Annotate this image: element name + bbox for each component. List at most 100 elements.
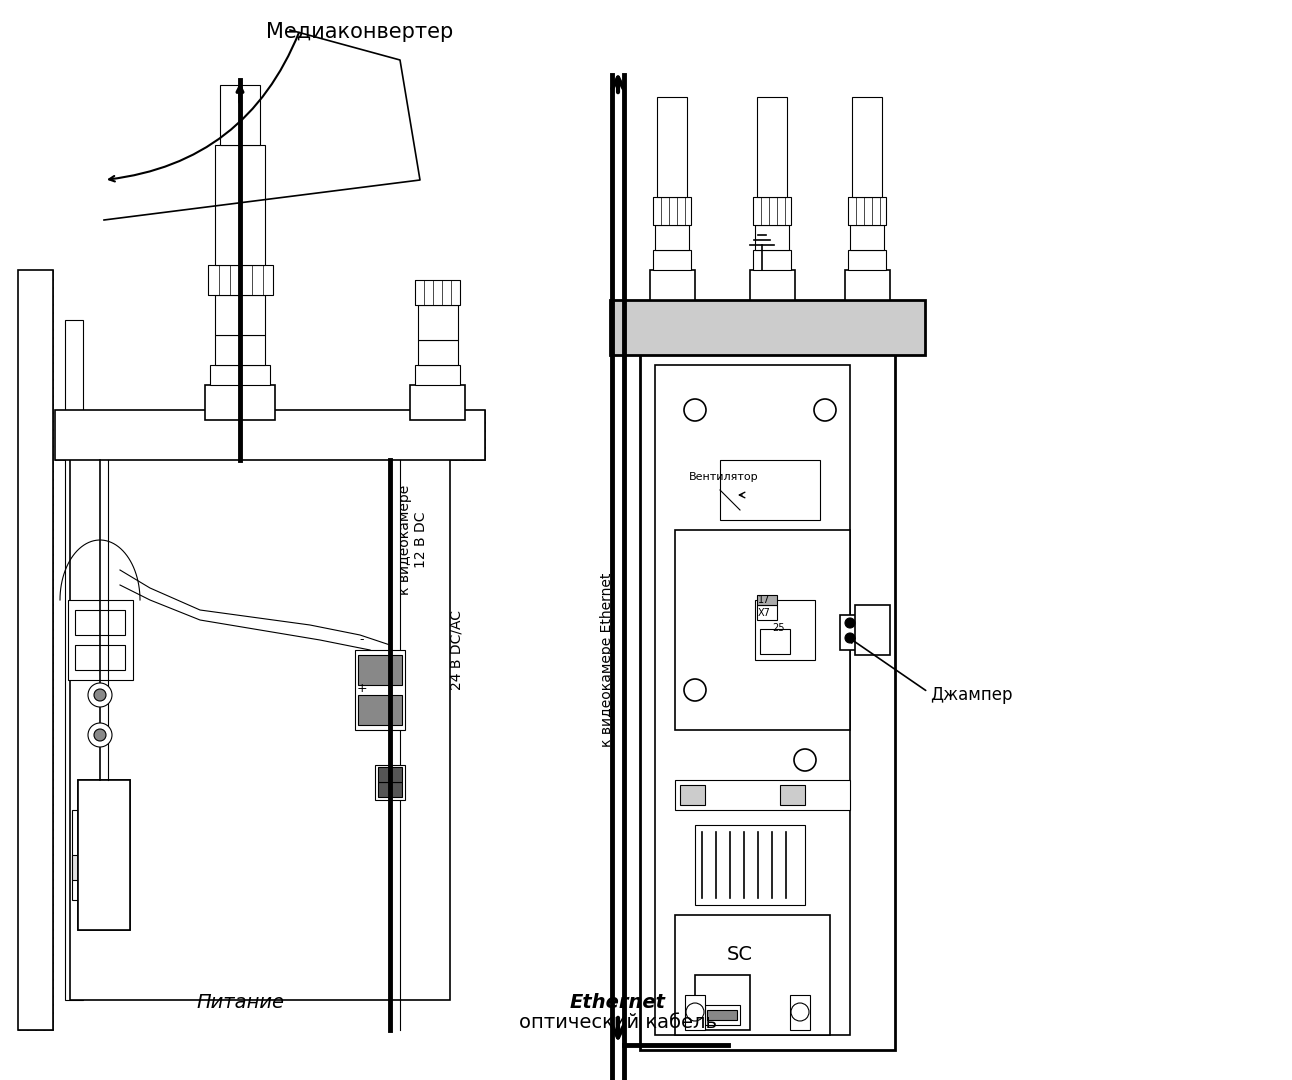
Bar [845,270,890,300]
Bar [674,780,850,810]
Bar [674,915,829,1035]
Bar [419,340,457,365]
Text: Медиаконвертер: Медиаконвертер [266,22,453,42]
Bar [375,765,404,800]
Circle shape [88,683,112,707]
Bar [840,615,860,650]
Bar [685,995,705,1030]
Text: Джампер: Джампер [930,686,1013,704]
Bar [78,780,130,930]
Bar [358,654,402,685]
Bar [848,249,886,270]
Bar [789,995,810,1030]
Text: к видеокамере Ethernet: к видеокамере Ethernet [599,572,614,747]
Circle shape [683,679,705,701]
Bar [655,365,850,1035]
Bar [610,300,925,355]
Bar [640,350,895,1050]
Bar [695,825,805,905]
Bar [695,975,749,1030]
Bar [690,688,700,692]
Text: 17: 17 [758,595,770,605]
Bar [658,97,687,197]
Text: +: + [357,681,367,694]
Circle shape [94,689,106,701]
Bar [820,408,829,411]
Text: Ethernet: Ethernet [570,993,665,1012]
Bar [757,605,776,620]
Bar [707,1010,736,1020]
Text: Питание: Питание [196,993,284,1012]
Circle shape [791,1003,809,1021]
Text: Вентилятор: Вентилятор [689,472,758,482]
Bar [379,782,402,797]
Bar [208,265,273,295]
Bar [823,405,827,415]
Bar [214,145,265,265]
Bar [652,197,691,225]
Bar [753,249,791,270]
Circle shape [814,399,836,421]
Bar [755,600,815,660]
Bar [214,295,265,335]
Circle shape [686,1003,704,1021]
Text: оптический кабель: оптический кабель [519,1013,717,1032]
Bar [705,1005,740,1025]
Bar [75,610,125,635]
Bar [70,440,450,1000]
Text: к видеокамере
12 В DC: к видеокамере 12 В DC [398,485,428,595]
Bar [800,758,810,762]
Bar [760,629,789,654]
Bar [56,410,484,460]
Bar [851,97,882,197]
Bar [690,408,700,411]
Bar [757,97,787,197]
Text: 24 В DC/AC: 24 В DC/AC [450,610,464,690]
Bar [674,530,850,730]
Circle shape [88,723,112,747]
Bar [78,780,130,930]
Bar [379,767,402,782]
Bar [850,225,884,249]
Bar [68,600,133,680]
Bar [410,384,465,420]
Circle shape [845,618,855,627]
Bar [358,696,402,725]
Text: SC: SC [727,945,753,964]
Bar [18,270,53,1030]
Bar [753,197,791,225]
Bar [56,410,484,460]
Bar [415,280,460,305]
Bar [652,249,691,270]
Bar [75,645,125,670]
Bar [205,384,275,420]
Bar [680,785,705,805]
Bar [72,810,127,900]
Circle shape [845,633,855,643]
Text: 25: 25 [773,623,784,633]
Bar [72,855,127,880]
Text: X7: X7 [758,608,771,618]
Bar [693,405,696,415]
Bar [855,605,890,654]
Bar [415,365,460,384]
Text: -: - [359,634,364,647]
Bar [18,270,53,1030]
Bar [693,685,696,696]
Bar [65,320,83,1000]
Bar [749,270,795,300]
Bar [214,335,265,365]
Bar [655,225,689,249]
Bar [211,365,270,384]
Circle shape [683,399,705,421]
Bar [720,460,820,519]
Bar [780,785,805,805]
Bar [650,270,695,300]
Bar [848,197,886,225]
Circle shape [795,750,817,771]
Bar [355,650,404,730]
Circle shape [94,729,106,741]
Bar [419,305,457,340]
Bar [755,225,789,249]
Bar [804,755,808,765]
